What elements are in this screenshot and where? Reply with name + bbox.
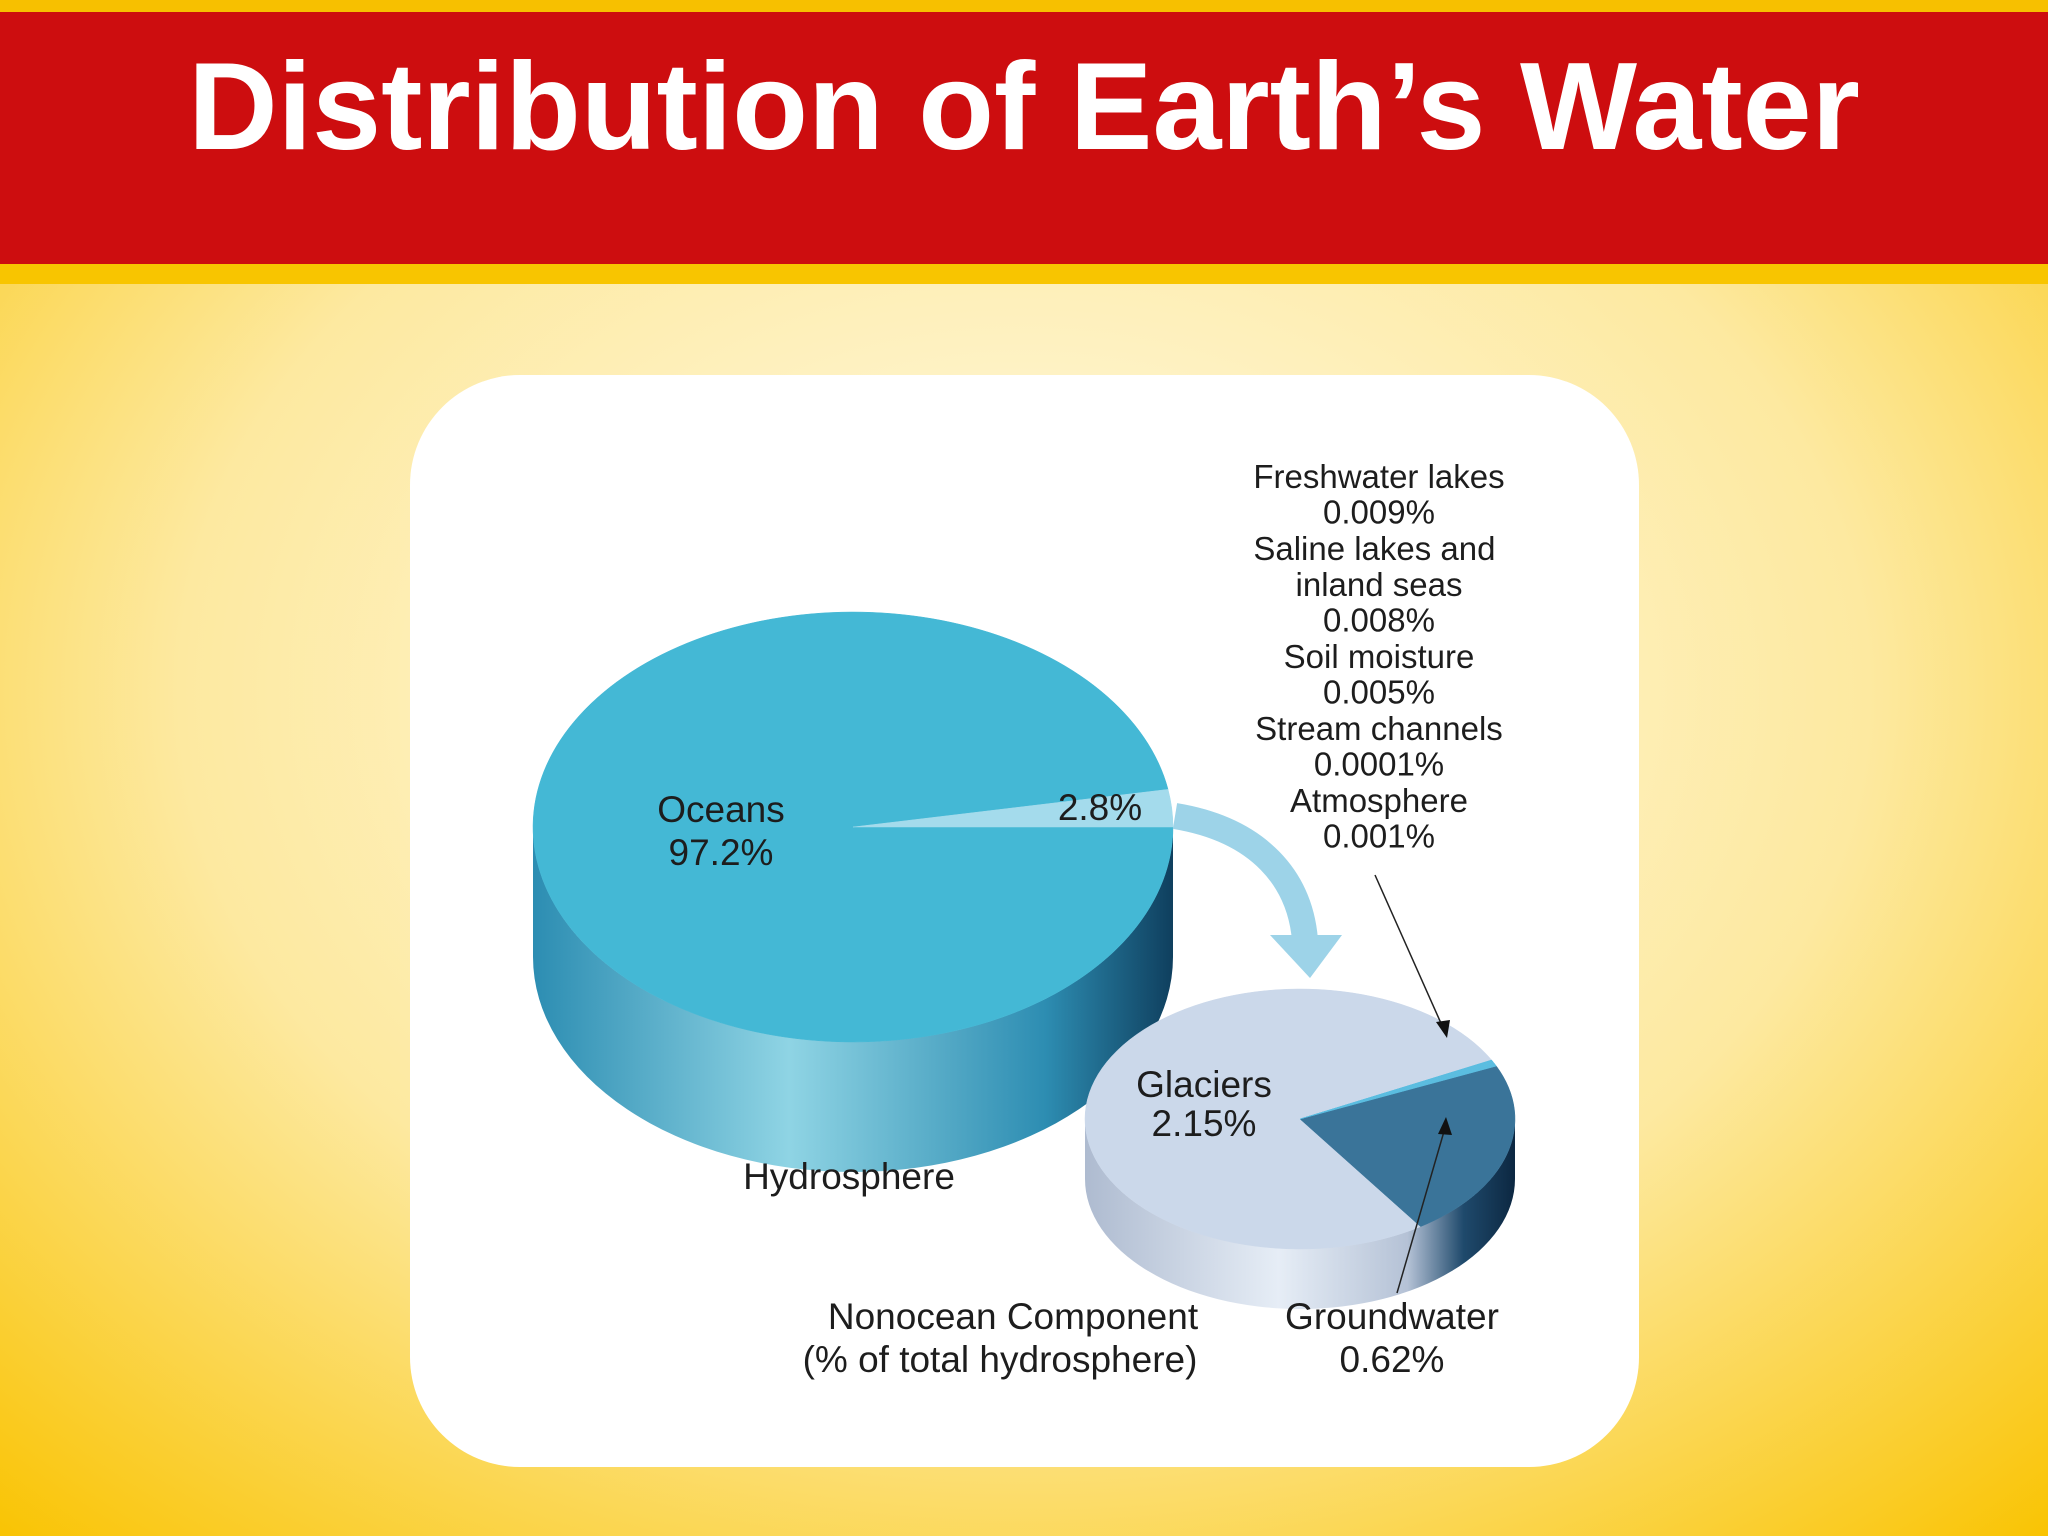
top-stripe	[0, 0, 2048, 12]
banner-stripe	[0, 264, 2048, 284]
value-label: 0.008%	[1323, 602, 1435, 639]
value-label: 0.005%	[1323, 674, 1435, 711]
slice-label: Saline lakes and inland seas	[1253, 530, 1504, 603]
pointer-head	[1438, 1117, 1452, 1135]
slice-label: Stream channels	[1255, 710, 1503, 747]
slice-label: Glaciers	[1136, 1064, 1272, 1105]
slice-label: Oceans	[657, 789, 785, 830]
value-label: 0.009%	[1323, 494, 1435, 531]
flow-arrow-head	[1270, 935, 1342, 978]
value-label: 97.2%	[669, 832, 774, 873]
slice-label: Soil moisture	[1284, 638, 1475, 675]
pie-slice	[1299, 1065, 1516, 1227]
value-label: 2.15%	[1152, 1103, 1257, 1144]
title-banner	[0, 12, 2048, 264]
pie-slice	[1299, 1059, 1493, 1120]
pie-slice	[1084, 988, 1493, 1250]
pie-side	[1085, 1119, 1515, 1309]
chart-title: Hydrosphere	[743, 1156, 955, 1197]
pie-side	[533, 827, 1173, 1172]
slice-label: Atmosphere	[1290, 782, 1468, 819]
value-label: 0.001%	[1323, 818, 1435, 855]
slice-label: Groundwater	[1285, 1296, 1499, 1337]
value-label: 2.8%	[1058, 787, 1142, 828]
slide-title: Distribution of Earth’s Water	[188, 38, 1860, 176]
value-label: 0.0001%	[1314, 746, 1444, 783]
atmosphere-pointer	[1374, 874, 1445, 1031]
pie-slice	[852, 789, 1174, 828]
chart-title: Nonocean Component	[828, 1296, 1199, 1337]
chart-subtitle: (% of total hydrosphere)	[803, 1339, 1198, 1380]
value-label: 0.62%	[1340, 1339, 1445, 1380]
groundwater-pointer	[1396, 1127, 1446, 1294]
slice-label: Freshwater lakes	[1253, 458, 1504, 495]
pointer-head	[1436, 1020, 1450, 1038]
flow-arrow	[1172, 803, 1318, 942]
